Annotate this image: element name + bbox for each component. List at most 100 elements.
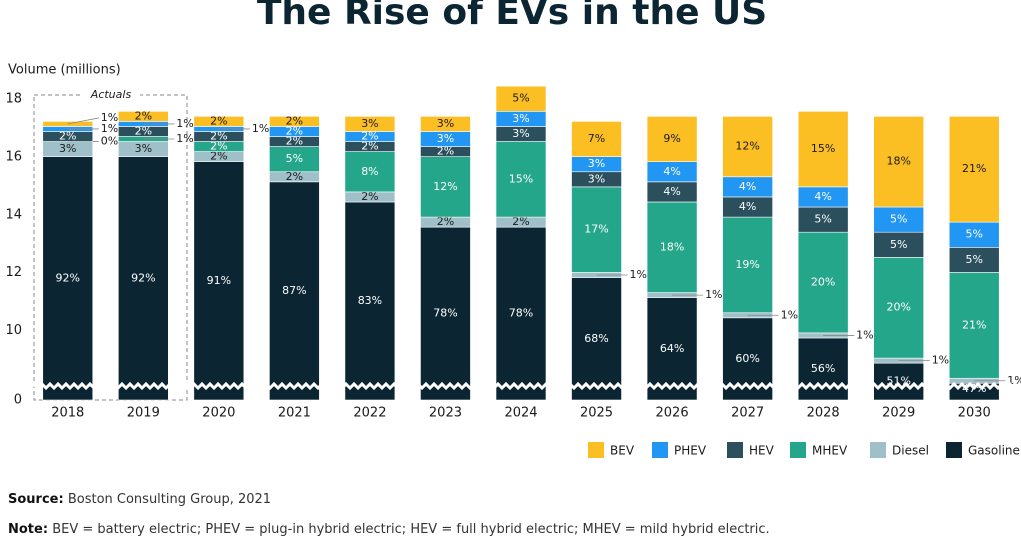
data-label: 15%	[509, 172, 533, 185]
x-tick-label: 2030	[958, 406, 991, 421]
legend-swatch	[946, 442, 962, 458]
data-label: 20%	[886, 301, 910, 314]
y-tick-label: 14	[5, 207, 22, 222]
bar-segment	[571, 186, 622, 273]
actuals-bg	[82, 88, 140, 102]
data-label: 2%	[361, 130, 378, 143]
source-label: Source:	[8, 492, 64, 507]
data-label: 9%	[663, 132, 680, 145]
bar-segment	[873, 231, 924, 258]
bar-segment	[344, 201, 396, 401]
data-label: 5%	[966, 253, 983, 266]
data-label: 5%	[286, 152, 303, 165]
bar-segment	[646, 116, 698, 162]
data-label: 3%	[512, 112, 529, 125]
data-label: 92%	[56, 271, 80, 284]
data-label: 4%	[739, 180, 756, 193]
data-label: 1%	[252, 122, 269, 135]
bar-segment	[797, 337, 849, 401]
bar-segment	[722, 116, 773, 178]
data-label: 2%	[286, 114, 303, 127]
y-tick-label: 18	[5, 92, 22, 107]
data-label: 2%	[210, 140, 227, 153]
legend-swatch	[727, 442, 743, 458]
data-label: 1%	[630, 268, 647, 281]
data-label: 8%	[361, 165, 378, 178]
note-text: BEV = battery electric; PHEV = plug-in h…	[52, 522, 770, 537]
data-label: 18%	[886, 155, 910, 168]
bar-segment	[344, 116, 396, 132]
source: Source: Boston Consulting Group, 2021	[8, 492, 271, 507]
data-label: 5%	[966, 228, 983, 241]
x-tick-label: 2025	[580, 406, 613, 421]
bar-segment	[118, 111, 169, 122]
legend-label: HEV	[749, 444, 775, 458]
actuals-box	[33, 94, 188, 401]
data-label: 2%	[286, 135, 303, 148]
bar-segment	[797, 231, 849, 334]
data-label: 1%	[781, 308, 798, 321]
data-label: 2%	[437, 215, 454, 228]
x-tick-label: 2023	[429, 406, 462, 421]
legend-label: Gasoline	[968, 444, 1020, 458]
bar-segment	[948, 221, 1000, 248]
bar-segment	[873, 362, 924, 401]
annotation: Actuals	[90, 88, 132, 101]
source-text: Boston Consulting Group, 2021	[67, 492, 272, 507]
data-label: 78%	[433, 307, 457, 320]
data-label: 78%	[509, 307, 533, 320]
data-label: 1%	[856, 328, 873, 341]
data-label: 1%	[101, 122, 118, 135]
bar-segment	[646, 201, 698, 293]
data-label: 2%	[361, 190, 378, 203]
legend-label: MHEV	[812, 444, 848, 458]
data-label: 5%	[512, 92, 529, 105]
data-label: 92%	[131, 271, 155, 284]
data-label: 2%	[286, 170, 303, 183]
data-label: 3%	[512, 127, 529, 140]
bar-segment	[269, 116, 320, 127]
y-tick-label: 10	[5, 323, 22, 338]
bar-segment	[42, 121, 94, 127]
y-axis-label: Volume (millions)	[8, 63, 121, 78]
y-tick-label: 12	[5, 265, 22, 280]
legend-swatch	[790, 442, 806, 458]
data-label: 1%	[101, 111, 118, 124]
data-label: 4%	[814, 190, 831, 203]
data-label: 1%	[176, 117, 193, 130]
data-label: 3%	[361, 117, 378, 130]
data-label: 2%	[286, 124, 303, 137]
data-label: 21%	[962, 162, 986, 175]
x-tick-label: 2019	[127, 406, 160, 421]
data-label: 5%	[890, 213, 907, 226]
data-label: 2%	[361, 140, 378, 153]
data-label: 5%	[890, 238, 907, 251]
bar-segment	[873, 116, 924, 208]
x-tick-label: 2029	[882, 406, 915, 421]
bar-segment	[948, 247, 1000, 273]
x-tick-label: 2022	[353, 406, 386, 421]
data-label: 15%	[811, 142, 835, 155]
legend-label: BEV	[610, 444, 635, 458]
bar-segment	[420, 226, 471, 401]
legend-swatch	[870, 442, 886, 458]
data-label: 83%	[358, 294, 382, 307]
data-label: 56%	[811, 362, 835, 375]
data-label: 2%	[210, 150, 227, 163]
data-label: 1%	[705, 288, 722, 301]
data-label: 3%	[437, 117, 454, 130]
bar-segment	[495, 85, 547, 112]
data-label: 19%	[735, 258, 759, 271]
x-tick-label: 2024	[504, 406, 537, 421]
bar-segment	[797, 111, 849, 188]
chart-title: The Rise of EVs in the US	[257, 0, 767, 33]
data-label: 4%	[663, 185, 680, 198]
data-label: 2%	[59, 130, 76, 143]
data-label: 91%	[207, 274, 231, 287]
leader-line	[67, 117, 99, 125]
data-label: 0%	[101, 135, 118, 148]
x-tick-label: 2018	[51, 406, 84, 421]
x-tick-label: 2027	[731, 406, 764, 421]
